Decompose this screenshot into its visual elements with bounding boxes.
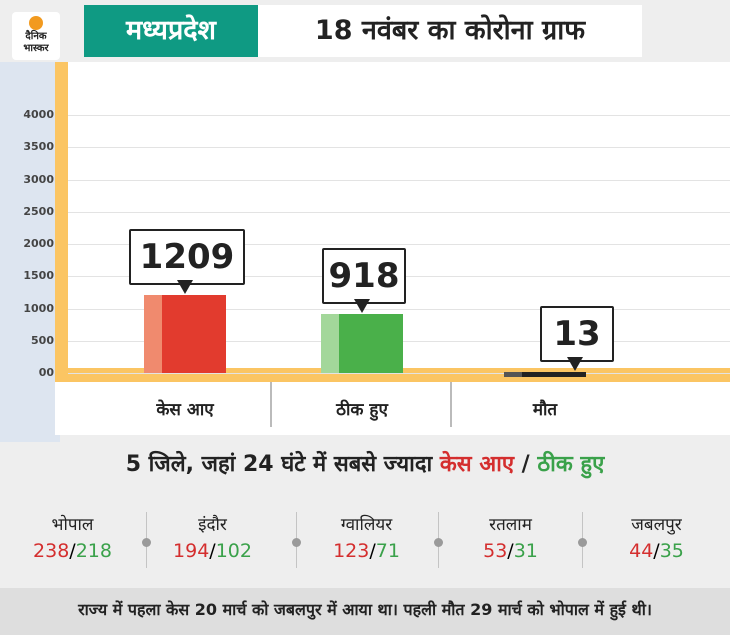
districts-heading-prefix: 5 जिले, जहां 24 घंटे में सबसे ज्यादा (125, 452, 433, 477)
y-gridline (68, 179, 730, 181)
district-recovered: 218 (75, 540, 112, 562)
district-separator-dot (578, 538, 587, 547)
district-cases: 123 (333, 540, 370, 562)
y-gridline (68, 244, 730, 245)
chart-left-wall (0, 62, 60, 442)
y-gridline (68, 308, 730, 310)
y-tick-label: 2000 (23, 237, 54, 250)
district-slash: / (209, 540, 216, 562)
district-separator-dot (292, 538, 301, 547)
district-name: रतलाम (489, 515, 532, 535)
district-cases: 238 (33, 540, 70, 562)
district-recovered: 35 (659, 540, 684, 562)
chart-title: 18 नवंबर का कोरोना ग्राफ (258, 5, 642, 57)
bar-1 (321, 313, 403, 373)
districts-heading-recovered: ठीक हुए (537, 452, 605, 477)
district-item: जबलपुर 44/35 (584, 512, 729, 562)
y-gridline (68, 211, 730, 213)
district-cases: 44 (629, 540, 654, 562)
district-item: इंदौर 194/102 (140, 512, 285, 562)
data-label-1: 918 (322, 247, 406, 304)
district-slash: / (369, 540, 376, 562)
bar-2 (504, 372, 586, 378)
y-gridline (68, 373, 730, 374)
districts-heading-slash: / (521, 452, 530, 477)
district-item: भोपाल 238/218 (0, 512, 145, 562)
district-slash: / (507, 540, 514, 562)
y-tick-label: 3000 (23, 172, 54, 186)
x-category-divider (450, 382, 452, 427)
y-tick-label: 1500 (23, 269, 54, 283)
bar-highlight (504, 372, 522, 378)
districts-heading: 5 जिले, जहां 24 घंटे में सबसे ज्यादा केस… (0, 448, 730, 478)
district-recovered: 71 (375, 540, 400, 562)
logo-text-line2: भास्कर (23, 43, 49, 54)
data-label-2: 13 (540, 306, 614, 363)
district-numbers: 194/102 (140, 540, 285, 562)
y-tick-label: 500 (31, 333, 54, 347)
bar-highlight (321, 313, 339, 373)
district-name: इंदौर (198, 515, 227, 535)
district-recovered: 102 (215, 540, 252, 562)
y-gridline (68, 115, 730, 116)
district-item: रतलाम 53/31 (438, 512, 583, 562)
bar-highlight (144, 295, 162, 373)
districts-heading-cases: केस आए (439, 452, 514, 477)
district-separator-dot (434, 538, 443, 547)
x-label-band (55, 382, 730, 435)
x-tick-label: ठीक हुए (336, 400, 388, 420)
district-name: भोपाल (51, 515, 94, 535)
district-cases: 194 (173, 540, 210, 562)
district-cases: 53 (483, 540, 508, 562)
logo-sun-icon (29, 16, 43, 30)
district-numbers: 123/71 (294, 540, 439, 562)
district-item: ग्वालियर 123/71 (294, 512, 439, 562)
bar-0 (144, 295, 226, 373)
district-slash: / (69, 540, 76, 562)
data-label-0: 1209 (129, 229, 245, 286)
footer-note: राज्य में पहला केस 20 मार्च को जबलपुर मे… (0, 588, 730, 635)
chart-y-post (55, 62, 68, 384)
district-slash: / (653, 540, 660, 562)
y-tick-label: 4000 (23, 108, 54, 121)
district-numbers: 44/35 (584, 540, 729, 562)
y-tick-label: 00 (38, 366, 54, 379)
x-tick-label: केस आए (156, 400, 214, 420)
logo-text-line1: दैनिक (25, 31, 47, 42)
y-tick-label: 1000 (23, 301, 54, 315)
callout-pointer-icon (354, 298, 370, 313)
callout-pointer-icon (177, 280, 193, 295)
district-numbers: 53/31 (438, 540, 583, 562)
district-numbers: 238/218 (0, 540, 145, 562)
x-category-divider (270, 382, 272, 427)
callout-pointer-icon (567, 357, 583, 372)
x-tick-label: मौत (532, 400, 558, 420)
y-tick-label: 3500 (23, 140, 54, 154)
dainik-bhaskar-logo: दैनिक भास्कर (12, 12, 60, 60)
district-name: जबलपुर (631, 515, 682, 535)
district-recovered: 31 (513, 540, 538, 562)
y-tick-label: 2500 (23, 204, 54, 218)
state-label: मध्यप्रदेश (84, 5, 258, 57)
y-gridline (68, 147, 730, 149)
district-separator-dot (142, 538, 151, 547)
district-name: ग्वालियर (340, 515, 393, 535)
